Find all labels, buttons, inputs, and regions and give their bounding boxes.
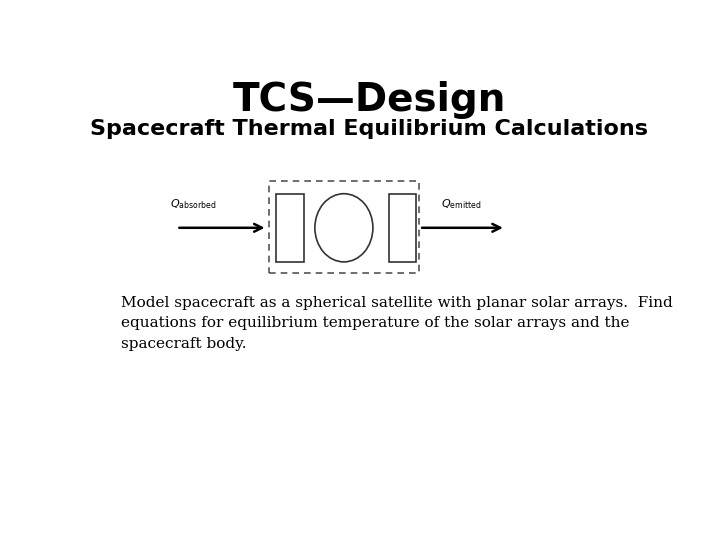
Ellipse shape bbox=[315, 194, 373, 262]
Text: TCS—Design: TCS—Design bbox=[233, 81, 505, 119]
Text: $Q_{\rm emitted}$: $Q_{\rm emitted}$ bbox=[441, 197, 481, 211]
Bar bbox=[269, 181, 419, 273]
Text: Model spacecraft as a spherical satellite with planar solar arrays.  Find
equati: Model spacecraft as a spherical satellit… bbox=[121, 295, 672, 351]
Text: Spacecraft Thermal Equilibrium Calculations: Spacecraft Thermal Equilibrium Calculati… bbox=[90, 119, 648, 139]
Bar bbox=[276, 194, 304, 262]
Bar bbox=[389, 194, 416, 262]
Text: $Q_{\rm absorbed}$: $Q_{\rm absorbed}$ bbox=[170, 197, 217, 211]
